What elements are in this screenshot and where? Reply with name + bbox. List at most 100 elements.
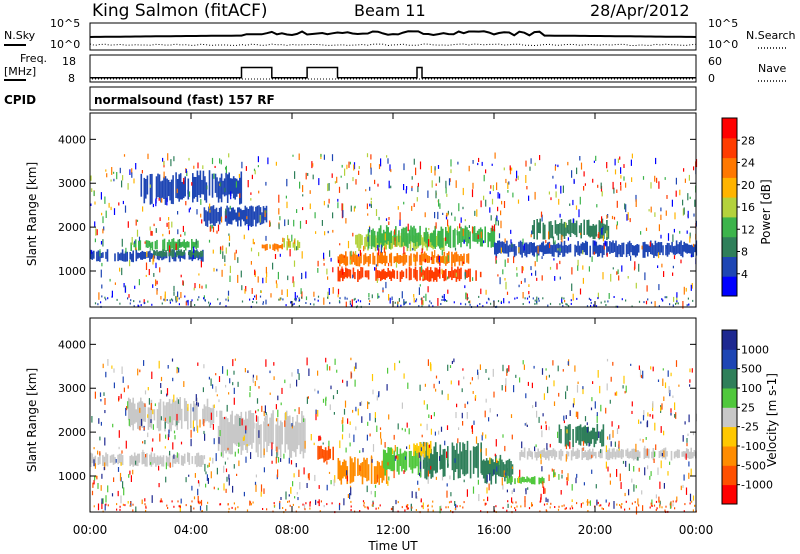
speckle-point xyxy=(96,229,98,236)
echo-cell xyxy=(494,242,496,255)
speckle-point xyxy=(672,234,674,242)
speckle-point xyxy=(646,285,648,292)
echo-cell xyxy=(231,410,233,455)
speckle-point xyxy=(99,436,101,441)
speckle-point xyxy=(379,427,382,430)
speckle-point xyxy=(406,504,408,510)
echo-cell xyxy=(454,252,456,267)
speckle-point xyxy=(315,409,317,414)
speckle-point xyxy=(353,366,356,372)
echo-cell xyxy=(396,253,399,263)
echo-cell xyxy=(526,476,528,483)
echo-cell xyxy=(439,444,442,470)
speckle-point xyxy=(444,255,446,264)
speckle-point xyxy=(643,301,645,304)
speckle-point xyxy=(688,303,690,306)
speckle-point xyxy=(586,422,588,426)
speckle-point xyxy=(464,403,466,408)
speckle-point xyxy=(291,234,293,242)
speckle-point xyxy=(413,297,415,303)
speckle-point xyxy=(421,434,423,438)
speckle-point xyxy=(454,216,456,222)
echo-cell xyxy=(686,243,688,254)
speckle-point xyxy=(663,450,665,457)
speckle-point xyxy=(601,228,603,235)
speckle-point xyxy=(427,470,430,477)
speckle-point xyxy=(482,305,484,308)
echo-cell xyxy=(361,462,364,485)
speckle-point xyxy=(642,505,644,511)
speckle-point xyxy=(118,446,120,450)
speckle-point xyxy=(447,364,449,371)
echo-cell xyxy=(521,476,524,482)
speckle-point xyxy=(686,304,688,307)
echo-cell xyxy=(598,451,600,457)
echo-cell xyxy=(588,431,591,446)
speckle-point xyxy=(348,433,351,438)
speckle-point xyxy=(693,213,695,217)
speckle-point xyxy=(100,241,103,245)
echo-cell xyxy=(530,477,533,485)
speckle-point xyxy=(375,264,377,267)
speckle-point xyxy=(545,421,547,424)
echo-cell xyxy=(103,456,106,467)
speckle-point xyxy=(168,222,170,230)
speckle-point xyxy=(672,304,674,307)
speckle-point xyxy=(230,191,232,200)
speckle-point xyxy=(360,400,363,406)
speckle-point xyxy=(210,378,212,386)
colorbar-tick-label: -25 xyxy=(741,421,759,434)
speckle-point xyxy=(502,434,504,438)
echo-cell xyxy=(607,449,609,461)
echo-cell xyxy=(509,477,512,484)
speckle-point xyxy=(558,392,560,397)
echo-cell xyxy=(506,476,509,484)
speckle-point xyxy=(107,504,109,507)
speckle-point xyxy=(641,490,643,495)
speckle-point xyxy=(496,460,498,463)
echo-cell xyxy=(340,465,343,485)
echo-cell xyxy=(376,460,379,479)
speckle-point xyxy=(554,506,556,508)
power-ylabel: Slant Range [km] xyxy=(25,162,39,266)
speckle-point xyxy=(379,504,381,507)
speckle-point xyxy=(413,158,415,165)
speckle-point xyxy=(150,230,152,236)
speckle-point xyxy=(394,241,396,247)
echo-cell xyxy=(416,270,418,282)
echo-cell xyxy=(452,254,455,263)
speckle-point xyxy=(336,369,338,373)
speckle-point xyxy=(314,388,316,392)
speckle-point xyxy=(148,398,150,405)
speckle-point xyxy=(166,388,169,396)
speckle-point xyxy=(630,159,632,166)
speckle-point xyxy=(314,298,316,301)
speckle-point xyxy=(294,298,296,301)
speckle-point xyxy=(419,461,422,469)
echo-cell xyxy=(174,455,177,464)
speckle-point xyxy=(476,304,479,307)
echo-cell xyxy=(162,401,165,421)
echo-cell xyxy=(425,268,427,280)
echo-cell xyxy=(536,219,538,240)
speckle-point xyxy=(435,190,437,199)
echo-cell xyxy=(263,244,265,249)
speckle-point xyxy=(154,403,156,407)
speckle-point xyxy=(686,438,688,443)
speckle-point xyxy=(151,231,153,236)
speckle-point xyxy=(145,509,147,512)
speckle-point xyxy=(127,401,129,409)
speckle-point xyxy=(663,483,665,489)
speckle-point xyxy=(345,447,347,453)
speckle-point xyxy=(572,218,574,224)
speckle-point xyxy=(580,162,583,170)
speckle-point xyxy=(331,154,334,162)
speckle-point xyxy=(654,301,656,307)
speckle-point xyxy=(100,421,102,426)
echo-cell xyxy=(246,418,249,453)
speckle-point xyxy=(305,271,307,279)
echo-cell xyxy=(384,271,386,280)
speckle-point xyxy=(354,379,356,387)
speckle-point xyxy=(422,275,424,279)
speckle-point xyxy=(664,382,667,389)
